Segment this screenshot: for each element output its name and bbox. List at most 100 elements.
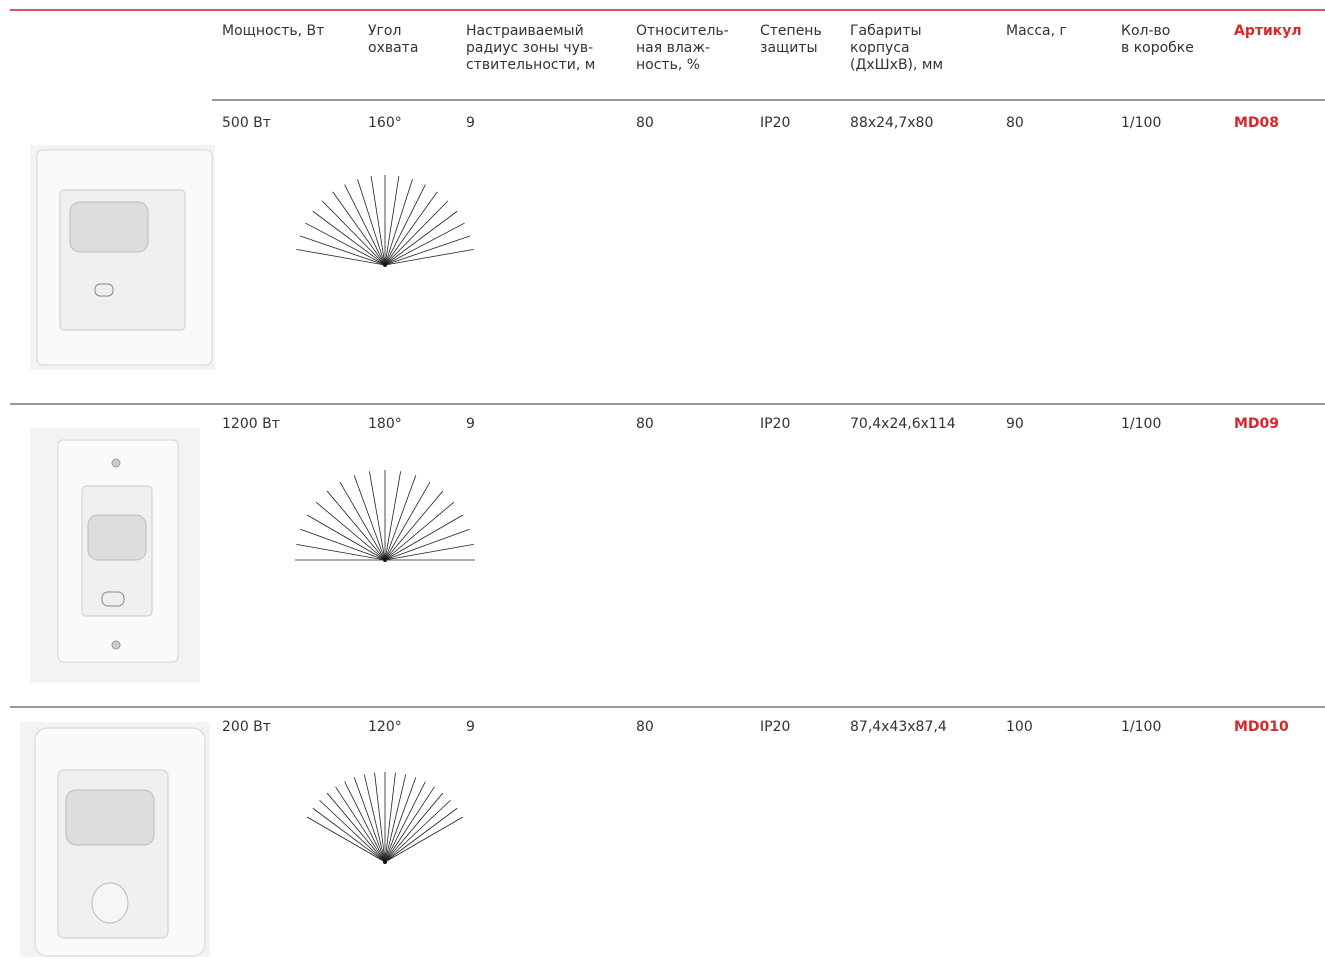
fan-ray — [384, 543, 474, 561]
header-cell: ствительности, м — [466, 57, 595, 73]
header-cell: Угол — [368, 23, 401, 39]
fan-center — [383, 263, 387, 267]
fan-ray — [384, 792, 444, 863]
fan-ray — [319, 799, 386, 863]
table-cell: 1/100 — [1121, 416, 1161, 432]
coverage-fan — [306, 772, 464, 864]
header-cell: Масса, г — [1006, 23, 1067, 39]
fan-ray — [384, 772, 396, 863]
table-cell: 88x24,7x80 — [850, 115, 933, 131]
fan-ray — [384, 781, 426, 863]
table-cell: 80 — [1006, 115, 1024, 131]
fan-ray — [384, 514, 464, 561]
fan-ray — [370, 176, 386, 266]
fan-ray — [384, 235, 471, 266]
fan-ray — [353, 475, 386, 561]
fan-ray — [384, 774, 407, 863]
fan-ray — [357, 179, 386, 266]
fan-ray — [339, 481, 386, 561]
header-cell: охвата — [368, 40, 418, 56]
table-cell: 80 — [636, 416, 654, 432]
fan-ray — [384, 210, 458, 266]
table-cell: MD09 — [1234, 416, 1279, 432]
table-cell: 80 — [636, 115, 654, 131]
fan-ray — [363, 774, 386, 863]
fan-ray — [344, 781, 386, 863]
fan-ray — [384, 501, 455, 561]
fan-ray — [384, 200, 449, 266]
header-cell: Степень — [760, 23, 822, 39]
fan-ray — [312, 807, 386, 863]
fan-ray — [374, 772, 386, 863]
table-cell: IP20 — [760, 115, 790, 131]
fan-ray — [306, 816, 386, 863]
header-cell: Артикул — [1234, 23, 1302, 39]
table-cell: 9 — [466, 115, 475, 131]
table-cell: 1/100 — [1121, 719, 1161, 735]
table-cell: 87,4x43x87,4 — [850, 719, 947, 735]
fan-ray — [384, 816, 464, 863]
fan-ray — [384, 475, 417, 561]
header-cell: корпуса — [850, 40, 910, 56]
fan-ray — [384, 191, 438, 266]
fan-ray — [332, 191, 386, 266]
fan-ray — [384, 786, 435, 863]
table-cell: 9 — [466, 719, 475, 735]
header-cell: Настраиваемый — [466, 23, 584, 39]
header-cell: Кол-во — [1121, 23, 1170, 39]
fan-ray — [384, 248, 474, 266]
table-cell: 70,4x24,6x114 — [850, 416, 956, 432]
fan-ray — [312, 210, 386, 266]
table-cell: 500 Вт — [222, 115, 271, 131]
fan-ray — [326, 792, 386, 863]
table-cell: 1/100 — [1121, 115, 1161, 131]
fan-ray — [300, 528, 386, 561]
header-cell: Мощность, Вт — [222, 23, 324, 39]
fan-ray — [384, 528, 470, 561]
header-cell: в коробке — [1121, 40, 1194, 56]
fan-ray — [353, 777, 386, 863]
product-image — [30, 428, 200, 683]
table-cell: 9 — [466, 416, 475, 432]
fan-ray — [384, 179, 413, 266]
fan-center — [383, 558, 387, 562]
table-cell: 160° — [368, 115, 402, 131]
fan-ray — [315, 501, 386, 561]
table-cell: 1200 Вт — [222, 416, 280, 432]
fan-ray — [384, 777, 417, 863]
fan-ray — [384, 481, 431, 561]
table-cell: MD010 — [1234, 719, 1289, 735]
fan-ray — [384, 799, 451, 863]
header-cell: ность, % — [636, 57, 700, 73]
product-image — [30, 145, 215, 370]
table-cell: 120° — [368, 719, 402, 735]
table-cell: IP20 — [760, 719, 790, 735]
fan-ray — [384, 176, 400, 266]
table-cell: MD08 — [1234, 115, 1279, 131]
fan-ray — [326, 490, 386, 561]
fan-ray — [384, 807, 458, 863]
table-cell: 90 — [1006, 416, 1024, 432]
header-cell: радиус зоны чув- — [466, 40, 593, 56]
table-cell: 100 — [1006, 719, 1033, 735]
fan-center — [383, 860, 387, 864]
fan-ray — [384, 490, 444, 561]
table-cell: IP20 — [760, 416, 790, 432]
fan-ray — [384, 184, 426, 266]
table-cell: 80 — [636, 719, 654, 735]
header-cell: Относитель- — [636, 23, 729, 39]
fan-ray — [305, 222, 386, 266]
table-cell: 200 Вт — [222, 719, 271, 735]
fan-ray — [384, 222, 465, 266]
header-cell: Габариты — [850, 23, 922, 39]
header-cell: (ДхШхВ), мм — [850, 57, 943, 73]
fan-ray — [384, 471, 402, 561]
fan-ray — [299, 235, 386, 266]
fan-ray — [368, 471, 386, 561]
coverage-fan — [296, 175, 474, 267]
fan-ray — [335, 786, 386, 863]
coverage-fan — [295, 470, 475, 562]
fan-ray — [296, 543, 386, 561]
